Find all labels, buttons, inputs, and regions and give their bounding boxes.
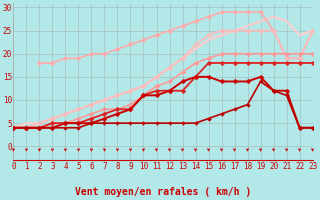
X-axis label: Vent moyen/en rafales ( km/h ): Vent moyen/en rafales ( km/h ) <box>75 187 251 197</box>
